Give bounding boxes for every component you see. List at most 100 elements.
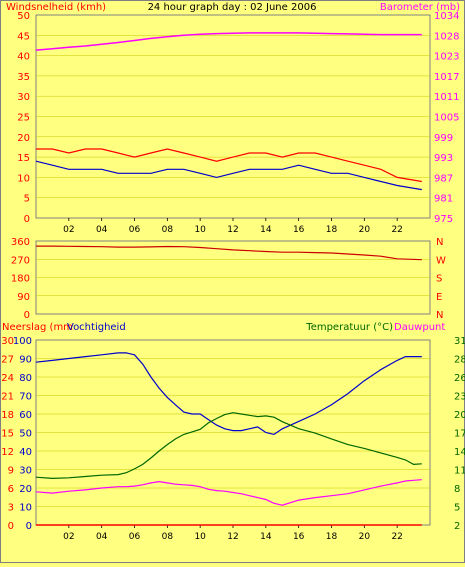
- barometer-tick-label: 993: [434, 153, 453, 164]
- wind-barometer-ticks: 02 04 06 08 10 12 14 16 18 20 22 0 5 10 15 20 25 30 35 40 45…: [17, 11, 459, 235]
- humidity-tick-label: 40: [19, 447, 32, 458]
- humidity-axis-label: Vochtigheid: [67, 322, 126, 333]
- direction-tick-label: 270: [11, 255, 30, 266]
- humidity-tick-label: 50: [19, 429, 32, 440]
- compass-tick-label: E: [436, 292, 442, 303]
- compass-tick-label: S: [436, 274, 442, 285]
- wind-average-line: [35, 160, 422, 191]
- humidity-tick-label: 20: [19, 484, 32, 495]
- humidity-tick-label: 60: [19, 410, 32, 421]
- x-tick-label: 18: [326, 225, 338, 235]
- x-tick-label: 14: [260, 225, 272, 235]
- direction-tick-label: 180: [11, 274, 30, 285]
- humidity-line: [35, 352, 422, 436]
- x-tick-label: 08: [162, 532, 174, 542]
- temperature-line: [35, 412, 422, 480]
- rain-tick-label: 0: [8, 521, 14, 532]
- temperature-tick-label: 17: [454, 429, 465, 440]
- rain-tick-label: 15: [1, 429, 14, 440]
- x-tick-label: 02: [63, 532, 74, 542]
- x-tick-label: 16: [293, 225, 305, 235]
- barometer-tick-label: 981: [434, 194, 453, 205]
- temperature-tick-label: 26: [454, 373, 465, 384]
- x-tick-label: 08: [162, 225, 174, 235]
- wind-tick-label: 40: [17, 52, 30, 63]
- barometer-tick-label: 1034: [434, 11, 459, 22]
- rain-tick-label: 18: [1, 410, 14, 421]
- wind-tick-label: 0: [24, 214, 30, 225]
- wind-gust-line: [36, 148, 422, 183]
- x-tick-label: 12: [227, 225, 238, 235]
- humidity-tick-label: 0: [26, 521, 32, 532]
- rain-tick-label: 12: [1, 447, 14, 458]
- rain-tick-label: 3: [8, 503, 14, 514]
- wind-axis-label: Windsnelheid (kmh): [6, 2, 106, 13]
- temperature-tick-label: 5: [454, 503, 460, 514]
- humidity-tick-label: 70: [19, 392, 32, 403]
- temperature-tick-label: 8: [454, 484, 460, 495]
- wind-tick-label: 45: [17, 31, 30, 42]
- wind-tick-label: 25: [17, 113, 30, 124]
- rain-tick-label: 21: [1, 392, 14, 403]
- x-tick-label: 14: [260, 532, 272, 542]
- temperature-tick-label: 31: [454, 336, 465, 347]
- rain-tick-label: 6: [8, 484, 14, 495]
- chart-title: 24 hour graph day : 02 June 2006: [148, 2, 317, 13]
- x-tick-label: 20: [359, 225, 371, 235]
- x-tick-label: 04: [96, 532, 108, 542]
- wind-tick-label: 35: [17, 72, 30, 83]
- x-tick-label: 22: [391, 532, 402, 542]
- temperature-tick-label: 14: [454, 447, 465, 458]
- temperature-tick-label: 11: [454, 466, 465, 477]
- compass-tick-label: N: [436, 237, 443, 248]
- x-tick-label: 16: [293, 532, 305, 542]
- humidity-tick-label: 80: [19, 373, 32, 384]
- dewpoint-axis-label: Dauwpunt: [394, 322, 445, 333]
- humidity-tick-label: 30: [19, 466, 32, 477]
- x-tick-label: 18: [326, 532, 338, 542]
- compass-tick-label: W: [436, 255, 446, 266]
- barometer-line: [35, 32, 422, 51]
- humidity-temperature-grid: [36, 358, 430, 507]
- wind-barometer-grid: [36, 35, 430, 198]
- barometer-tick-label: 999: [434, 133, 453, 144]
- x-tick-label: 12: [227, 532, 238, 542]
- barometer-tick-label: 1028: [434, 31, 459, 42]
- x-tick-label: 04: [96, 225, 108, 235]
- compass-tick-label: N: [436, 310, 443, 321]
- temperature-tick-label: 2: [454, 521, 460, 532]
- wind-tick-label: 50: [17, 11, 30, 22]
- temperature-tick-label: 28: [454, 355, 465, 366]
- rain-tick-label: 30: [1, 336, 14, 347]
- direction-tick-label: 360: [11, 237, 30, 248]
- humidity-tick-label: 90: [19, 355, 32, 366]
- wind-tick-label: 30: [17, 92, 30, 103]
- wind-tick-label: 5: [24, 194, 30, 205]
- humidity-temperature-ticks: 02 04 06 08 10 12 14 16 18 20 22036912151821242730…: [1, 336, 465, 542]
- direction-tick-label: 0: [24, 310, 30, 321]
- x-tick-label: 10: [194, 225, 206, 235]
- barometer-tick-label: 975: [434, 214, 453, 225]
- x-tick-label: 06: [129, 532, 141, 542]
- x-tick-label: 02: [63, 225, 74, 235]
- humidity-tick-label: 100: [13, 336, 32, 347]
- rain-tick-label: 27: [1, 355, 14, 366]
- barometer-axis-label: Barometer (mb): [380, 2, 460, 13]
- direction-tick-label: 90: [17, 292, 30, 303]
- wind-tick-label: 15: [17, 153, 30, 164]
- x-tick-label: 20: [359, 532, 371, 542]
- x-tick-label: 22: [391, 225, 402, 235]
- x-tick-label: 06: [129, 225, 141, 235]
- temperature-axis-label: Temperatuur (°C): [305, 322, 393, 333]
- barometer-tick-label: 1017: [434, 72, 459, 83]
- humidity-tick-label: 10: [19, 503, 32, 514]
- temperature-tick-label: 23: [454, 392, 465, 403]
- wind-tick-label: 20: [17, 133, 30, 144]
- barometer-tick-label: 1023: [434, 52, 459, 63]
- wind-tick-label: 10: [17, 173, 30, 184]
- dewpoint-line: [35, 479, 422, 506]
- wind-direction-line: [36, 245, 422, 261]
